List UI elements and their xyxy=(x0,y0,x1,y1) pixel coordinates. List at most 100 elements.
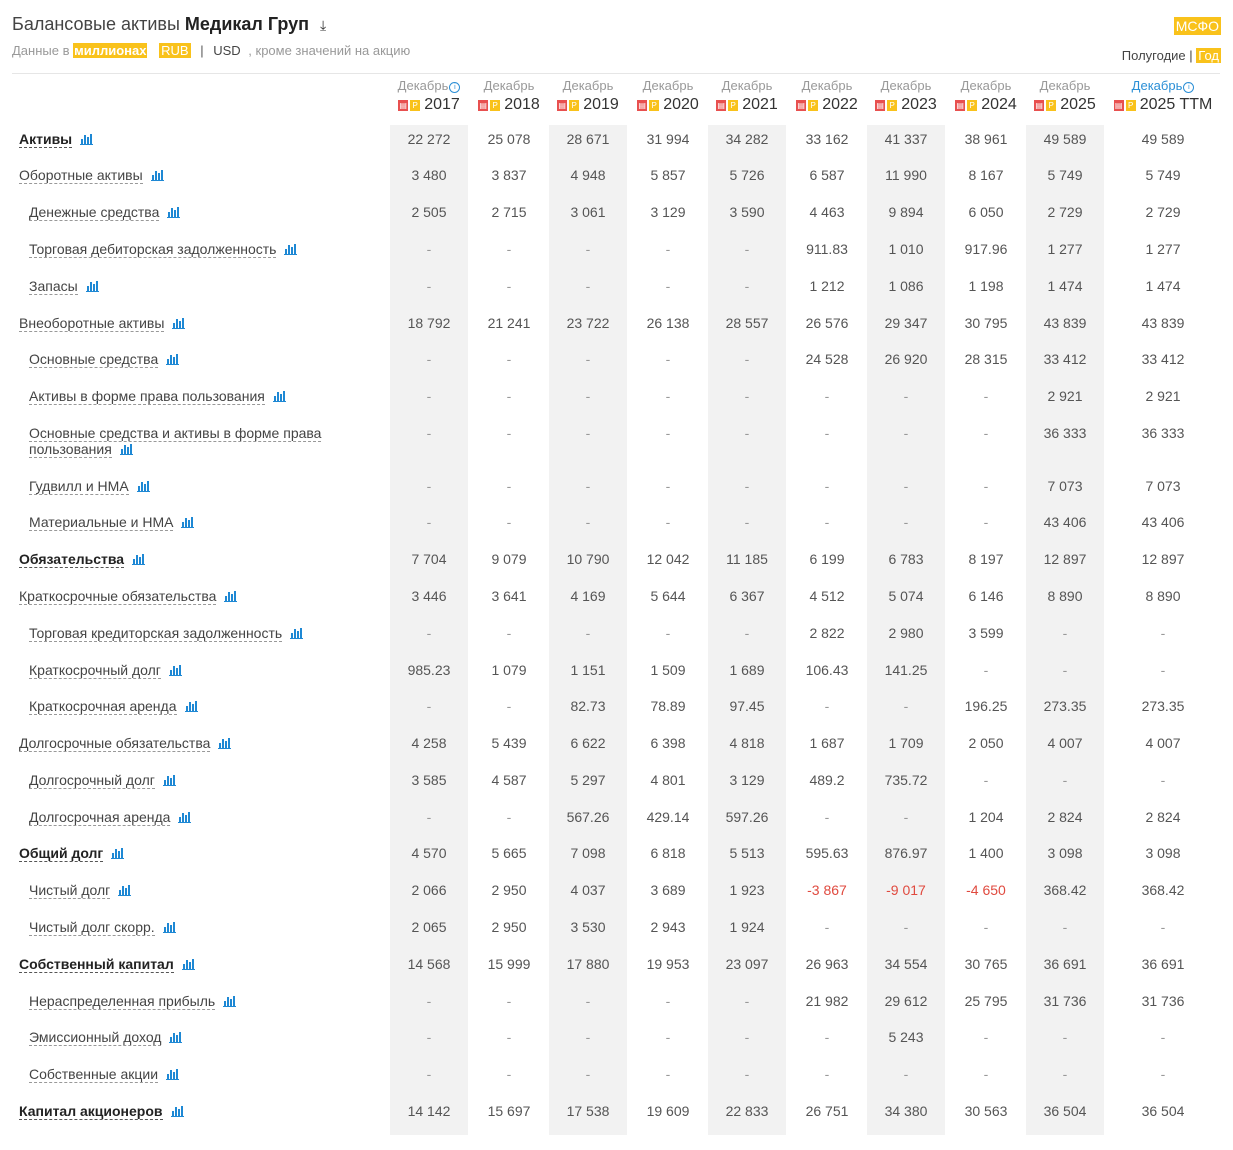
row-label-link[interactable]: Собственные акции xyxy=(29,1066,159,1083)
bar-chart-icon[interactable] xyxy=(167,204,181,220)
bar-chart-icon[interactable] xyxy=(85,278,99,294)
bar-chart-icon[interactable] xyxy=(172,315,186,331)
report-icon[interactable]: P xyxy=(887,100,898,111)
report-icon[interactable]: P xyxy=(808,100,819,111)
pdf-icon[interactable]: ▤ xyxy=(478,100,489,111)
pdf-icon[interactable]: ▤ xyxy=(557,100,568,111)
row-label-link[interactable]: Чистый долг xyxy=(29,882,111,899)
report-icon[interactable]: P xyxy=(569,100,580,111)
pdf-icon[interactable]: ▤ xyxy=(955,100,966,111)
bar-chart-icon[interactable] xyxy=(118,882,132,898)
row-label-link[interactable]: Активы xyxy=(19,131,73,148)
table-cell: 49 589 xyxy=(1043,131,1087,147)
row-label-link[interactable]: Чистый долг скорр. xyxy=(29,919,155,936)
bar-chart-icon[interactable] xyxy=(166,1066,180,1082)
table-cell: 31 994 xyxy=(646,131,690,147)
row-label-link[interactable]: Активы в форме права пользования xyxy=(29,388,265,405)
bar-chart-icon[interactable] xyxy=(223,993,237,1009)
pdf-icon[interactable]: ▤ xyxy=(398,100,409,111)
bar-chart-icon[interactable] xyxy=(169,1029,183,1045)
bar-chart-icon[interactable] xyxy=(80,131,94,147)
period-half-year-button[interactable]: Полугодие xyxy=(1121,48,1186,63)
pdf-icon[interactable]: ▤ xyxy=(637,100,648,111)
bar-chart-icon[interactable] xyxy=(181,956,195,972)
table-cell: 4 512 xyxy=(809,588,845,604)
table-cell: 7 098 xyxy=(570,845,606,861)
row-label-link-cont[interactable]: пользования xyxy=(29,441,112,458)
bar-chart-icon[interactable] xyxy=(272,388,286,404)
bar-chart-icon[interactable] xyxy=(218,735,232,751)
row-label-link[interactable]: Запасы xyxy=(29,278,78,295)
report-icon[interactable]: P xyxy=(728,100,739,111)
table-cell: - xyxy=(744,478,750,494)
pdf-icon[interactable]: ▤ xyxy=(716,100,727,111)
table-cell: 2 505 xyxy=(411,204,447,220)
table-cell: - xyxy=(903,809,909,825)
row-label: Краткосрочный долг xyxy=(29,662,182,679)
bar-chart-icon[interactable] xyxy=(224,588,238,604)
row-label-link[interactable]: Краткосрочный долг xyxy=(29,662,161,679)
row-label-link[interactable]: Денежные средства xyxy=(29,204,160,221)
row-label-link[interactable]: Внеоборотные активы xyxy=(19,315,165,332)
period-year-button[interactable]: Год xyxy=(1196,48,1221,63)
table-cell: 1 277 xyxy=(1047,241,1083,257)
bar-chart-icon[interactable] xyxy=(111,845,125,861)
bar-chart-icon[interactable] xyxy=(284,241,298,257)
row-label-link[interactable]: Долгосрочные обязательства xyxy=(19,735,211,752)
row-label-link[interactable]: Торговая кредиторская задолженность xyxy=(29,625,283,642)
bar-chart-icon[interactable] xyxy=(136,478,150,494)
report-icon[interactable]: P xyxy=(410,100,421,111)
row-label-link[interactable]: Краткосрочные обязательства xyxy=(19,588,217,605)
report-icon[interactable]: P xyxy=(649,100,660,111)
row-label-link[interactable]: Собственный капитал xyxy=(19,956,174,973)
bar-chart-icon[interactable] xyxy=(162,919,176,935)
table-cell: 9 079 xyxy=(491,551,527,567)
table-cell: 34 282 xyxy=(725,131,769,147)
report-icon[interactable]: P xyxy=(1046,100,1057,111)
row-label-link[interactable]: Долгосрочная аренда xyxy=(29,809,171,826)
row-label-link[interactable]: Торговая дебиторская задолженность xyxy=(29,241,277,258)
info-icon[interactable]: i xyxy=(449,82,461,93)
row-label-link[interactable]: Гудвилл и НМА xyxy=(29,478,129,495)
row-label-link[interactable]: Общий долг xyxy=(19,845,104,862)
bar-chart-icon[interactable] xyxy=(178,809,192,825)
column-year: 2022 xyxy=(822,96,858,113)
row-label-link[interactable]: Обязательства xyxy=(19,551,125,568)
row-label-link[interactable]: Эмиссионный доход xyxy=(29,1029,162,1046)
currency-usd-button[interactable]: USD xyxy=(213,43,241,58)
pdf-icon[interactable]: ▤ xyxy=(796,100,807,111)
row-label-link[interactable]: Краткосрочная аренда xyxy=(29,698,177,715)
row-label: Торговая дебиторская задолженность xyxy=(29,241,298,258)
pdf-icon[interactable]: ▤ xyxy=(875,100,886,111)
bar-chart-icon[interactable] xyxy=(119,441,133,457)
info-icon[interactable]: i xyxy=(1183,82,1195,93)
row-label-link[interactable]: Основные средства xyxy=(29,351,159,368)
download-icon[interactable]: ⤓ xyxy=(320,17,327,33)
table-cell: 11 185 xyxy=(726,551,768,567)
row-label-link[interactable]: Капитал акционеров xyxy=(19,1103,163,1120)
bar-chart-icon[interactable] xyxy=(181,514,195,530)
pdf-icon[interactable]: ▤ xyxy=(1034,100,1045,111)
table-cell: 4 007 xyxy=(1145,735,1181,751)
row-label-link[interactable]: Материальные и НМА xyxy=(29,514,174,531)
report-icon[interactable]: P xyxy=(490,100,501,111)
bar-chart-icon[interactable] xyxy=(166,351,180,367)
standard-msfo-button[interactable]: МСФО xyxy=(1173,17,1221,35)
row-label-link[interactable]: Долгосрочный долг xyxy=(29,772,155,789)
row-label-link[interactable]: Нераспределенная прибыль xyxy=(29,993,216,1010)
report-icon[interactable]: P xyxy=(1125,100,1136,111)
bar-chart-icon[interactable] xyxy=(170,1103,184,1119)
row-label-link[interactable]: Оборотные активы xyxy=(19,167,143,184)
pdf-icon[interactable]: ▤ xyxy=(1113,100,1124,111)
column-month: Декабрь xyxy=(801,78,853,93)
bar-chart-icon[interactable] xyxy=(132,551,146,567)
bar-chart-icon[interactable] xyxy=(162,772,176,788)
bar-chart-icon[interactable] xyxy=(290,625,304,641)
bar-chart-icon[interactable] xyxy=(150,167,164,183)
currency-rub-button[interactable]: RUB xyxy=(159,43,191,58)
row-label-link[interactable]: Основные средства и активы в форме права xyxy=(29,425,322,442)
title-prefix: Балансовые активы xyxy=(12,14,180,34)
bar-chart-icon[interactable] xyxy=(168,662,182,678)
bar-chart-icon[interactable] xyxy=(184,698,198,714)
report-icon[interactable]: P xyxy=(967,100,978,111)
